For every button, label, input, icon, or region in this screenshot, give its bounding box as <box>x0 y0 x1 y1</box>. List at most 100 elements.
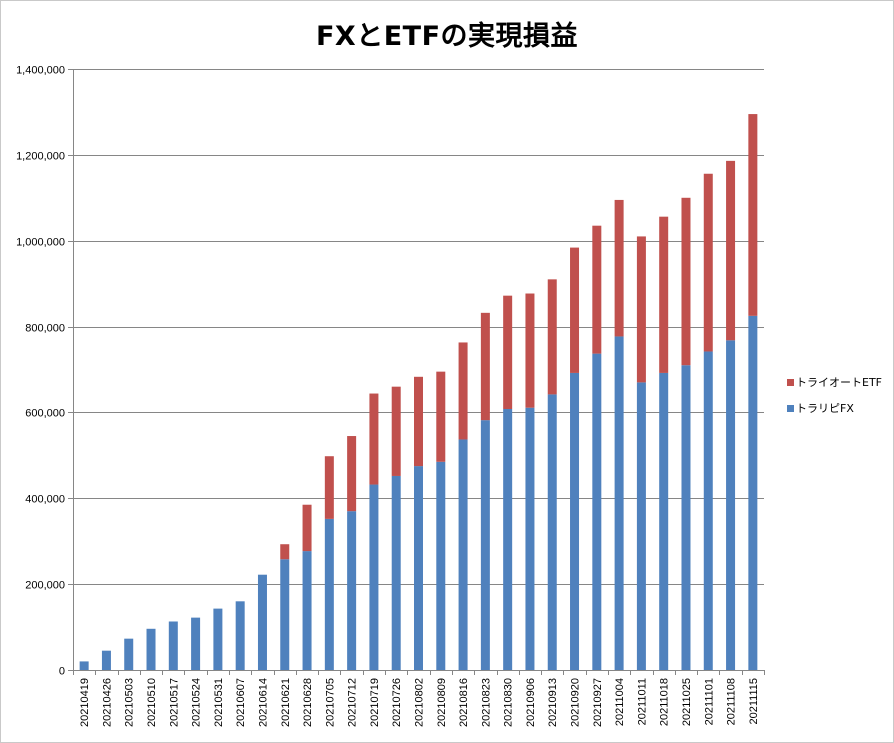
y-tick-label: 1,400,000 <box>16 65 65 77</box>
x-tick-label: 20210621 <box>280 678 292 727</box>
x-tick-label: 20210426 <box>101 678 113 727</box>
bar-fx <box>681 365 691 670</box>
x-tick-label: 20210823 <box>480 678 492 727</box>
y-tick-label: 0 <box>59 666 65 678</box>
bar-fx <box>101 650 111 670</box>
x-tick-label: 20210503 <box>124 678 136 727</box>
bar-etf <box>636 236 646 383</box>
bar-etf <box>347 436 357 512</box>
x-tick-label: 20210524 <box>191 678 203 727</box>
y-axis-tick-labels: 0 200,000 400,000 600,000 800,000 1,000,000 1,… <box>16 65 65 678</box>
legend: トライオートETF トラリピFX <box>787 376 882 415</box>
x-tick-label: 20211108 <box>726 678 738 725</box>
bar-etf <box>391 386 401 476</box>
bar-etf <box>302 504 312 552</box>
bar-fx <box>480 420 490 670</box>
y-tick-label: 600,000 <box>25 408 65 420</box>
bar-etf <box>748 114 758 316</box>
bar-fx <box>280 559 290 670</box>
chart-title: FXとETFの実現損益 <box>315 21 579 52</box>
x-tick-label: 20211025 <box>681 678 693 726</box>
bar-fx <box>726 340 736 670</box>
x-tick-label: 20210726 <box>391 678 403 727</box>
bar-etf <box>324 456 334 519</box>
bar-etf <box>436 371 446 462</box>
bar-fx <box>703 351 713 670</box>
bar-fx <box>391 475 401 670</box>
legend-label: トライオートETF <box>796 376 882 389</box>
x-tick-label: 20211004 <box>614 678 626 726</box>
legend-swatch <box>787 379 794 386</box>
bar-fx <box>324 518 334 670</box>
bar-etf <box>547 279 557 395</box>
bar-fx <box>369 484 379 670</box>
bar-fx <box>436 461 446 670</box>
bar-fx <box>614 336 624 670</box>
x-tick-label: 20211011 <box>636 678 648 725</box>
bar-fx <box>213 608 223 670</box>
bar-etf <box>614 199 624 337</box>
x-tick-label: 20210830 <box>503 678 515 727</box>
bar-fx <box>257 574 267 670</box>
x-tick-label: 20210920 <box>570 678 582 727</box>
x-tick-label: 20211018 <box>659 678 671 726</box>
bar-fx <box>525 407 535 670</box>
x-tick-label: 20210607 <box>235 678 247 727</box>
bar-etf <box>703 173 713 352</box>
bar-etf <box>503 295 513 409</box>
bar-fx <box>659 372 669 670</box>
x-tick-label: 20210614 <box>257 678 269 727</box>
x-tick-label: 20210531 <box>213 678 225 727</box>
bar-fx <box>570 372 580 670</box>
bar-etf <box>592 225 602 354</box>
x-tick-label: 20210705 <box>324 678 336 727</box>
bar-fx <box>503 408 513 670</box>
x-tick-label: 20210628 <box>302 678 314 727</box>
legend-swatch <box>787 405 794 412</box>
x-tick-label: 20210913 <box>547 678 559 727</box>
bar-fx <box>146 628 156 670</box>
y-tick-label: 800,000 <box>25 323 65 335</box>
bar-etf <box>280 544 290 560</box>
y-tick-label: 200,000 <box>25 580 65 592</box>
x-tick-label: 20210517 <box>168 678 180 727</box>
x-tick-label: 20211101 <box>703 678 715 725</box>
bar-etf <box>458 342 468 440</box>
bar-series <box>79 114 758 670</box>
bar-etf <box>369 393 379 485</box>
x-tick-label: 20210419 <box>79 678 91 727</box>
bar-etf <box>659 216 669 373</box>
bar-fx <box>347 511 357 670</box>
bar-fx <box>458 439 468 670</box>
bar-etf <box>726 160 736 341</box>
bar-fx <box>124 638 134 670</box>
x-tick-label: 20211115 <box>748 678 760 725</box>
x-axis-tick-labels: 20210419 20210426 20210503 20210510 20210517… <box>73 670 765 727</box>
x-tick-label: 20210802 <box>414 678 426 727</box>
axes <box>73 69 764 671</box>
bar-etf <box>681 197 691 366</box>
x-tick-label: 20210510 <box>146 678 158 727</box>
bar-fx <box>235 601 245 670</box>
bar-etf <box>570 247 580 373</box>
x-tick-label: 20210816 <box>458 678 470 727</box>
bar-fx <box>302 551 312 670</box>
x-tick-label: 20210809 <box>436 678 448 727</box>
legend-label: トラリピFX <box>796 402 854 415</box>
bar-fx <box>414 466 423 670</box>
bar-fx <box>79 661 89 670</box>
x-tick-label: 20210719 <box>369 678 381 727</box>
bar-etf <box>525 293 535 408</box>
bar-fx <box>547 394 557 670</box>
bar-fx <box>636 382 646 670</box>
x-tick-label: 20210712 <box>347 678 359 727</box>
bar-fx <box>168 621 178 670</box>
y-tick-label: 1,000,000 <box>16 237 65 249</box>
bar-fx <box>592 353 602 670</box>
bar-etf <box>480 312 490 421</box>
y-tick-label: 1,200,000 <box>16 151 65 163</box>
x-tick-label: 20210927 <box>592 678 604 727</box>
bar-fx <box>748 315 758 670</box>
